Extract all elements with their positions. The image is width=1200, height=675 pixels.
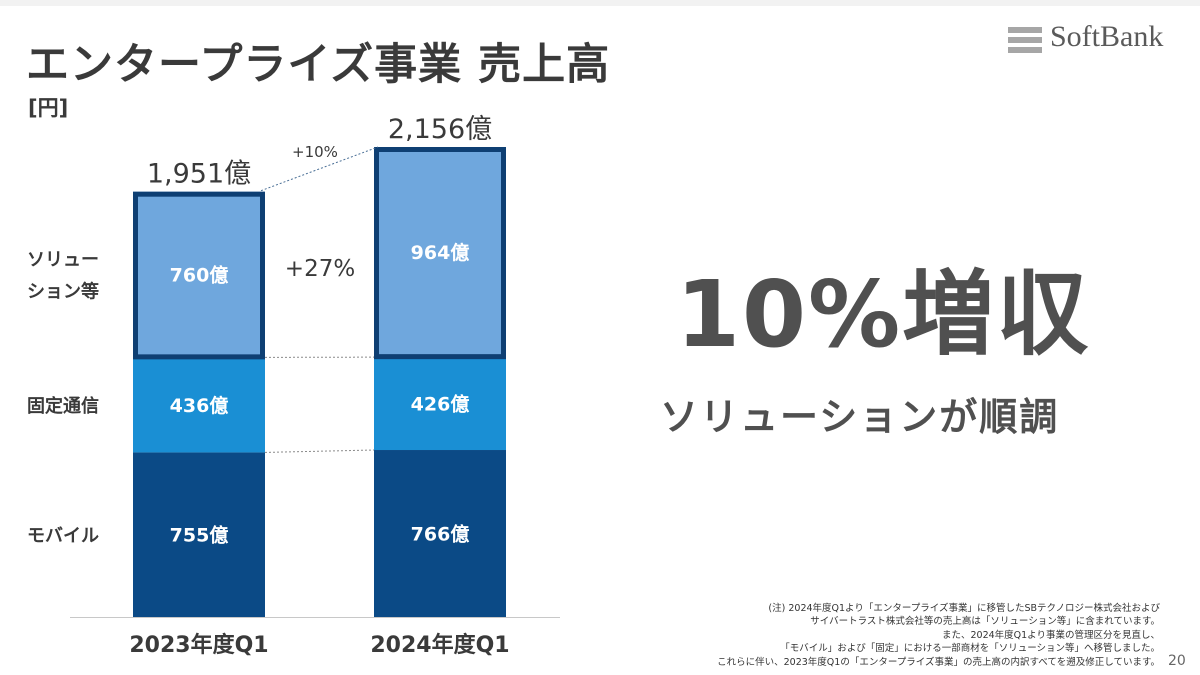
total-growth-connector bbox=[260, 146, 379, 192]
slide-title: エンタープライズ事業 売上高 bbox=[26, 40, 611, 90]
fixed-segment bbox=[374, 357, 506, 451]
total-value-label: 2,156億 bbox=[388, 114, 492, 145]
mobile-segment bbox=[374, 450, 506, 617]
footnote-line: 「モバイル」および「固定」における一部商材を「ソリューション等」へ移管しました。 bbox=[780, 643, 1160, 655]
footnote-line: サイバートラスト株式会社等の売上高は「ソリューション等」に含まれています。 bbox=[810, 616, 1160, 628]
solutions-outline bbox=[133, 191, 265, 360]
footnote-line: (注) 2024年度Q1より「エンタープライズ事業」に移管したSBテクノロジー株… bbox=[768, 603, 1160, 614]
headline: 10%増収 bbox=[676, 261, 1091, 368]
solutions-segment bbox=[374, 147, 506, 358]
solutions-growth-label: +27% bbox=[285, 256, 355, 282]
softbank-logo: SoftBank bbox=[1008, 20, 1178, 56]
segment-value-label: 760億 bbox=[170, 264, 229, 287]
footnote: (注) 2024年度Q1より「エンタープライズ事業」に移管したSBテクノロジー株… bbox=[600, 602, 1160, 669]
solutions-outline bbox=[374, 147, 506, 360]
category-label: 2024年度Q1 bbox=[370, 632, 509, 658]
category-label: 2023年度Q1 bbox=[129, 632, 268, 658]
logo-bars-icon bbox=[1008, 27, 1042, 53]
segment-value-label: 755億 bbox=[170, 524, 229, 547]
total-value-label: 1,951億 bbox=[147, 159, 251, 190]
series-legend-label: ソリュー bbox=[27, 250, 99, 271]
segment-value-label: 426億 bbox=[411, 393, 470, 416]
subheadline: ソリューションが順調 bbox=[660, 395, 1060, 439]
series-legend-label: 固定通信 bbox=[27, 395, 99, 417]
top-border bbox=[0, 0, 1200, 6]
footnote-line: また、2024年度Q1より事業の管理区分を見直し、 bbox=[941, 629, 1160, 641]
series-legend-label: モバイル bbox=[27, 526, 99, 547]
unit-label: [円] bbox=[28, 96, 69, 120]
mobile-segment bbox=[133, 452, 265, 617]
footnote-line: これらに伴い、2023年度Q1の「エンタープライズ事業」の売上高の内訳すべてを遡… bbox=[717, 656, 1160, 668]
logo-text: SoftBank bbox=[1050, 20, 1164, 53]
page-number: 20 bbox=[1168, 653, 1186, 669]
connector-line bbox=[264, 449, 375, 453]
solutions-segment bbox=[133, 191, 265, 358]
stacked-bar-chart: 755億 436億 760億 1,951億 2023年度Q1 766億 426億 964億 2,… bbox=[27, 114, 560, 658]
segment-value-label: 436億 bbox=[170, 394, 229, 417]
segment-value-label: 964億 bbox=[411, 241, 470, 264]
series-legend-label: ション等 bbox=[27, 281, 99, 303]
total-growth-label: +10% bbox=[292, 143, 338, 161]
segment-value-label: 766億 bbox=[411, 523, 470, 546]
fixed-segment bbox=[133, 357, 265, 453]
